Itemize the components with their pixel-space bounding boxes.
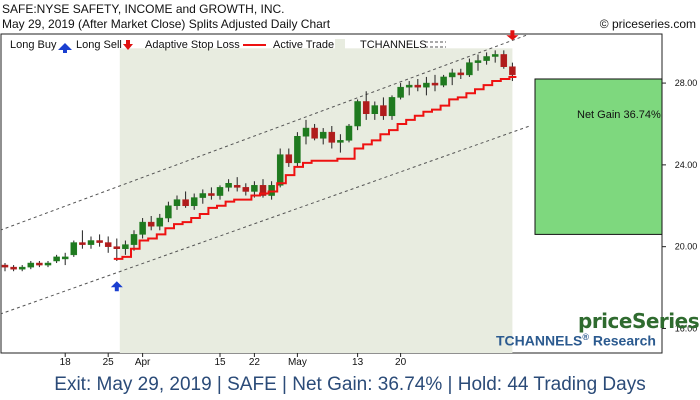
long-sell-arrow-icon: [123, 44, 133, 50]
candle-body: [457, 72, 465, 76]
x-tick-label: 22: [249, 357, 261, 368]
candle-body: [165, 205, 172, 219]
x-tick-label: 20: [395, 357, 407, 368]
legend-active-trade: Active Trade: [273, 39, 335, 51]
candle-body: [216, 187, 224, 196]
x-tick-label: 18: [60, 357, 72, 368]
x-tick-label: May: [288, 357, 307, 368]
tchannels-research-name: TCHANNELS: [496, 332, 583, 349]
tchannel-line-0: [1, 34, 530, 231]
candle-body: [319, 131, 327, 139]
candle-body: [414, 84, 422, 88]
long-sell-arrow-stem: [126, 40, 130, 45]
candle-body: [276, 154, 284, 186]
candle-body: [147, 221, 155, 227]
active-trade-swatch: [335, 39, 345, 51]
candle-body: [87, 240, 95, 245]
chart-title: SAFE:NYSE SAFETY, INCOME and GROWTH, INC…: [2, 2, 285, 16]
candle-body: [474, 60, 482, 63]
net-gain-box: [534, 78, 663, 235]
chart-subtitle: May 29, 2019 (After Market Close) Splits…: [2, 17, 331, 31]
copyright: © priceseries.com: [599, 17, 696, 31]
legend-stop-loss: Adaptive Stop Loss: [145, 39, 240, 51]
y-tick-label: 20.00: [675, 242, 698, 252]
candle-body: [448, 72, 456, 78]
x-tick-label: 25: [103, 357, 115, 368]
candle-body: [500, 54, 508, 67]
candle-body: [302, 127, 310, 137]
candle-body: [259, 185, 267, 196]
candle-body: [36, 262, 43, 266]
legend-tchannels: TCHANNELS: [360, 39, 427, 51]
candle-body: [96, 240, 103, 243]
candle-body: [18, 266, 26, 270]
candle-body: [53, 256, 60, 262]
candle-body: [285, 154, 293, 164]
candle-body: [405, 84, 413, 88]
candle-body: [173, 199, 181, 207]
candle-body: [61, 256, 69, 260]
candle-body: [371, 105, 379, 114]
candle-body: [10, 266, 17, 270]
long-sell-signal-icon: [506, 30, 519, 41]
y-tick-label: 16.00: [675, 323, 698, 333]
candle-body: [388, 97, 396, 117]
candle-body: [483, 56, 490, 61]
candle-body: [182, 199, 189, 207]
candle-body: [509, 66, 516, 76]
long-buy-arrow-icon: [58, 43, 72, 53]
net-gain-label: Net Gain 36.74%: [577, 109, 661, 121]
candle-body: [1, 264, 9, 268]
candle-body: [294, 135, 301, 164]
candle-body: [139, 221, 146, 235]
x-tick-label: 15: [214, 357, 226, 368]
candle-body: [268, 185, 275, 196]
tchannels-research-suffix: Research: [588, 332, 656, 349]
candle-body: [251, 185, 258, 192]
candle-body: [397, 86, 404, 98]
candle-body: [79, 242, 86, 245]
candle-body: [113, 246, 121, 249]
y-tick-label: 28.00: [675, 78, 698, 88]
adaptive-stop-loss-line: [113, 75, 517, 260]
candle-body: [27, 262, 35, 268]
candle-body: [337, 140, 344, 143]
candle-body: [130, 234, 138, 245]
candle-body: [156, 217, 164, 227]
candle-body: [122, 244, 129, 249]
candle-body: [199, 193, 207, 198]
candle-body: [208, 193, 215, 196]
candle-body: [233, 185, 241, 188]
candle-body: [70, 242, 78, 256]
candle-body: [190, 197, 198, 207]
tchannel-line-1: [1, 125, 530, 315]
registered-mark: ®: [582, 332, 589, 342]
candle-body: [491, 54, 499, 57]
candle-body: [431, 82, 439, 86]
candle-body: [440, 76, 447, 86]
candle-body: [44, 262, 52, 266]
candle-body: [345, 125, 353, 141]
candle-body: [423, 82, 430, 88]
candle-body: [362, 101, 370, 114]
candle-body: [311, 127, 318, 139]
priceseries-logo: priceSeries: [578, 309, 700, 333]
x-tick-label: 13: [352, 357, 364, 368]
trade-summary-footer: Exit: May 29, 2019 | SAFE | Net Gain: 36…: [0, 373, 700, 400]
candle-body: [466, 62, 473, 76]
candle-body: [328, 131, 336, 143]
x-tick-label: Apr: [135, 357, 151, 368]
candle-body: [242, 187, 250, 192]
candle-body: [104, 242, 112, 247]
legend-long-sell: Long Sell: [76, 39, 122, 51]
tchannels-research-label: TCHANNELS® Research: [496, 332, 656, 349]
legend-long-buy: Long Buy: [10, 39, 57, 51]
candle-body: [354, 101, 361, 127]
y-tick-label: 24.00: [675, 160, 698, 170]
candle-body: [380, 105, 387, 117]
candle-body: [225, 183, 232, 188]
long-buy-signal-icon: [110, 281, 123, 292]
